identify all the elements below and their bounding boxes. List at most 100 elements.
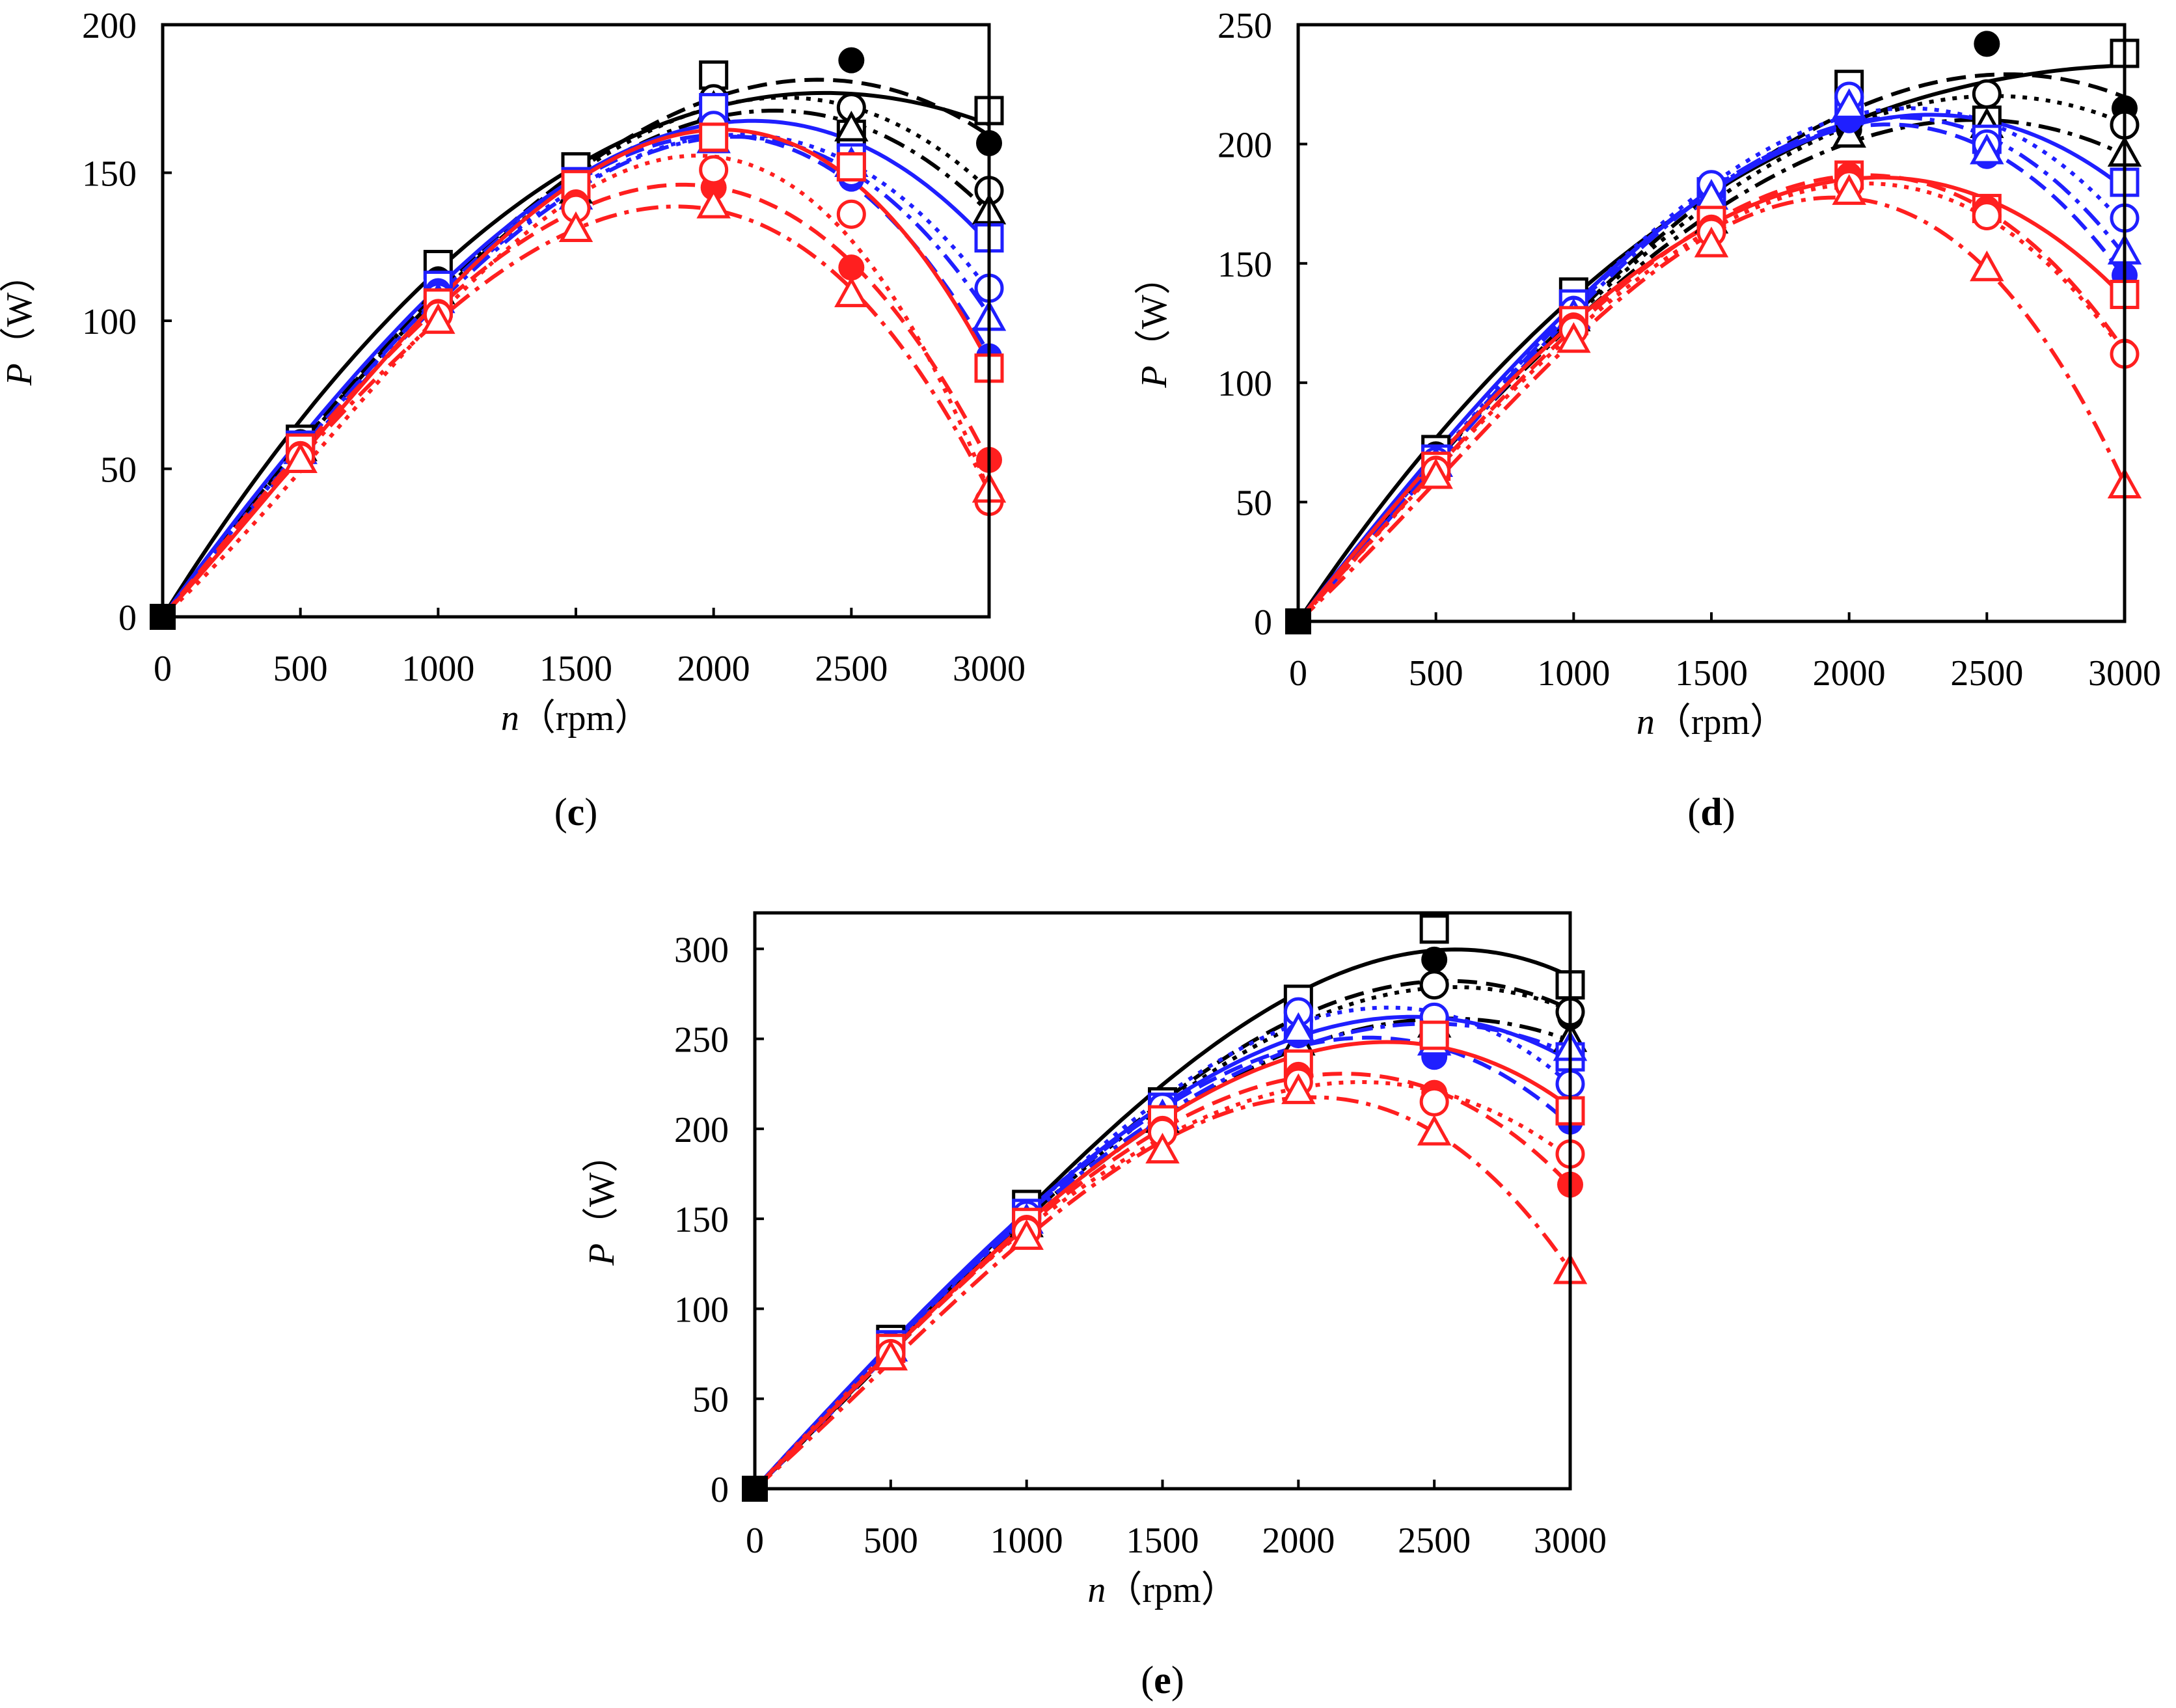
chart-d-point-red-triangle-1000 bbox=[1557, 322, 1591, 353]
chart-d-x-tick-0: 0 bbox=[1289, 653, 1307, 694]
chart-d-point-blue-triangle-2500 bbox=[1970, 133, 2004, 165]
chart-d-y-tick-150: 150 bbox=[1217, 245, 1272, 285]
chart-e-y-tick-100: 100 bbox=[674, 1290, 729, 1330]
chart-c-panel-label: (c) bbox=[554, 791, 598, 834]
chart-e-series-markers bbox=[742, 914, 1588, 1502]
chart-d-point-red-triangle-2000 bbox=[1832, 174, 1866, 205]
chart-e-x-axis-variable: n bbox=[1087, 1570, 1106, 1610]
chart-d-marks bbox=[1285, 31, 2142, 634]
chart-e-frame bbox=[753, 911, 1572, 1491]
chart-e-point-black-circle-open-2500 bbox=[1419, 970, 1449, 1000]
chart-e-x-tick-labels: 0 500 1000 1500 2000 2500 3000 bbox=[746, 1521, 1607, 1561]
chart-d-line-black-circle-filled bbox=[1296, 72, 2126, 623]
chart-d-point-red-circle-open-2500 bbox=[1972, 200, 2002, 230]
chart-c-point-red-circle-open-2500 bbox=[836, 199, 866, 229]
chart-d-panel-label: (d) bbox=[1687, 791, 1735, 834]
chart-c-x-axis-title: n（rpm） bbox=[501, 698, 651, 739]
chart-c-panel-letter: c bbox=[567, 791, 585, 834]
chart-e-marks bbox=[742, 914, 1588, 1502]
chart-c-y-axis-unit: （W） bbox=[0, 256, 40, 363]
chart-d-y-tick-0: 0 bbox=[1254, 603, 1272, 643]
chart-d-line-red-triangle bbox=[1296, 195, 2127, 623]
chart-e-y-tick-250: 250 bbox=[674, 1020, 729, 1061]
chart-d-point-black-circle-open-2500 bbox=[1972, 79, 2002, 109]
chart-e-y-tick-50: 50 bbox=[692, 1380, 729, 1420]
chart-c-x-tick-1500: 1500 bbox=[539, 649, 612, 689]
chart-c-x-tick-0: 0 bbox=[154, 649, 172, 689]
chart-e-point-red-triangle-2000 bbox=[1281, 1073, 1316, 1104]
chart-d-y-tick-200: 200 bbox=[1217, 125, 1272, 165]
chart-c-marks bbox=[150, 47, 1007, 630]
chart-d-x-axis-title: n（rpm） bbox=[1637, 702, 1786, 742]
chart-d-y-axis-variable: P bbox=[1134, 366, 1175, 388]
chart-c-point-red-circle-open-2000 bbox=[699, 155, 729, 185]
chart-d-x-axis-variable: n bbox=[1637, 702, 1655, 742]
chart-e-x-tick-3000: 3000 bbox=[1534, 1521, 1607, 1561]
chart-c-y-axis-variable: P bbox=[0, 363, 40, 386]
chart-e-x-tick-2000: 2000 bbox=[1262, 1521, 1335, 1561]
chart-d-x-tick-1500: 1500 bbox=[1675, 653, 1748, 694]
chart-d-x-tick-labels: 0 500 1000 1500 2000 2500 3000 bbox=[1289, 653, 2161, 694]
chart-d-x-tick-3000: 3000 bbox=[2088, 653, 2161, 694]
chart-c-x-tick-500: 500 bbox=[273, 649, 328, 689]
chart-panel-e: 0 500 1000 1500 2000 2500 3000 0 50 100 150 200 250… bbox=[582, 911, 1607, 1701]
chart-d-panel-letter: d bbox=[1700, 791, 1722, 834]
chart-d-point-red-triangle-2500 bbox=[1970, 250, 2004, 282]
chart-c-point-black-triangle-2500 bbox=[834, 111, 869, 142]
chart-c-point-red-triangle-2000 bbox=[696, 187, 731, 219]
chart-panel-d: 0 500 1000 1500 2000 2500 3000 0 50 100 150 200 250… bbox=[1134, 6, 2161, 834]
chart-c-line-red-triangle bbox=[161, 204, 991, 618]
chart-e-x-tick-1500: 1500 bbox=[1126, 1521, 1199, 1561]
chart-d-x-tick-2000: 2000 bbox=[1813, 653, 1886, 694]
chart-d-point-black-circle-filled-2500 bbox=[1974, 31, 2000, 57]
chart-d-y-tick-labels: 0 50 100 150 200 250 bbox=[1217, 6, 1272, 643]
chart-e-y-axis-unit: （W） bbox=[582, 1136, 622, 1243]
chart-d-x-tick-2500: 2500 bbox=[1950, 653, 2023, 694]
chart-d-point-red-triangle-1500 bbox=[1694, 226, 1729, 258]
chart-e-panel-letter: e bbox=[1154, 1659, 1171, 1701]
chart-e-y-tick-0: 0 bbox=[711, 1470, 729, 1510]
chart-d-y-axis-title: P（W） bbox=[1134, 258, 1175, 388]
chart-d-panel-paren-close: ) bbox=[1722, 791, 1735, 834]
chart-d-y-tick-100: 100 bbox=[1217, 364, 1272, 404]
chart-c-x-axis-variable: n bbox=[501, 698, 519, 739]
chart-e-y-tick-200: 200 bbox=[674, 1110, 729, 1150]
chart-e-point-red-triangle-500 bbox=[873, 1339, 908, 1371]
chart-e-plot-border bbox=[753, 911, 1572, 1491]
chart-d-x-tick-1000: 1000 bbox=[1537, 653, 1610, 694]
chart-e-line-blue-circle-open bbox=[753, 1005, 1571, 1491]
chart-d-frame bbox=[1296, 23, 2127, 623]
chart-e-x-tick-1000: 1000 bbox=[990, 1521, 1063, 1561]
chart-c-point-red-square-2500 bbox=[836, 152, 866, 182]
chart-e-point-red-circle-open-2500 bbox=[1419, 1087, 1449, 1117]
chart-c-x-tick-1000: 1000 bbox=[401, 649, 474, 689]
chart-e-line-black-circle-filled bbox=[753, 979, 1571, 1491]
chart-c-point-red-square-2000 bbox=[699, 122, 729, 152]
chart-e-y-tick-labels: 0 50 100 150 200 250 300 bbox=[674, 930, 729, 1510]
chart-c-series-markers bbox=[150, 47, 1007, 630]
chart-d-panel-paren-open: ( bbox=[1687, 791, 1700, 834]
chart-e-point-red-triangle-1000 bbox=[1009, 1219, 1044, 1250]
chart-e-point-black-square-2500 bbox=[1419, 914, 1449, 944]
chart-c-x-tick-3000: 3000 bbox=[953, 649, 1026, 689]
chart-d-y-tick-50: 50 bbox=[1236, 483, 1272, 524]
chart-e-point-red-square-2500 bbox=[1419, 1020, 1449, 1050]
chart-c-point-black-circle-filled-2500 bbox=[838, 47, 865, 74]
chart-e-point-red-triangle-1500 bbox=[1145, 1132, 1180, 1164]
chart-e-line-black-circle-open bbox=[753, 985, 1571, 1491]
chart-e-point-blue-triangle-2000 bbox=[1281, 1012, 1316, 1043]
chart-c-x-tick-2000: 2000 bbox=[677, 649, 750, 689]
chart-c-point-red-triangle-500 bbox=[283, 442, 318, 473]
chart-c-point-red-triangle-1500 bbox=[558, 211, 593, 243]
chart-c-frame bbox=[161, 23, 991, 619]
chart-c-x-tick-labels: 0 500 1000 1500 2000 2500 3000 bbox=[154, 649, 1026, 689]
chart-e-y-axis-variable: P bbox=[582, 1243, 622, 1266]
chart-d-y-tick-250: 250 bbox=[1217, 6, 1272, 46]
chart-c-point-red-circle-filled-2500 bbox=[838, 254, 865, 281]
chart-c-y-tick-100: 100 bbox=[82, 302, 137, 342]
chart-d-x-axis-unit: （rpm） bbox=[1655, 702, 1786, 742]
chart-c-y-tick-50: 50 bbox=[100, 450, 137, 491]
chart-c-y-tick-labels: 0 50 100 150 200 bbox=[82, 6, 137, 638]
chart-c-point-red-triangle-2500 bbox=[834, 276, 869, 308]
